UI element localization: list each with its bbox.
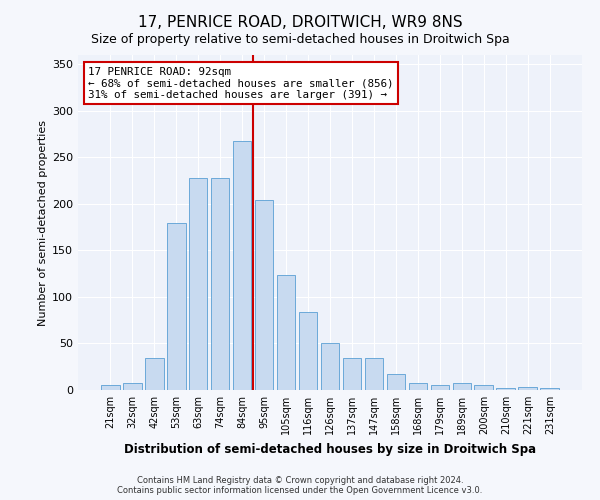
- Bar: [123, 382, 142, 390]
- Text: 17 PENRICE ROAD: 92sqm
← 68% of semi-detached houses are smaller (856)
31% of se: 17 PENRICE ROAD: 92sqm ← 68% of semi-det…: [88, 66, 394, 100]
- Bar: [475, 386, 493, 390]
- Bar: [541, 388, 559, 390]
- Bar: [343, 358, 361, 390]
- Bar: [277, 274, 295, 390]
- Bar: [299, 312, 317, 390]
- Bar: [320, 344, 340, 390]
- Bar: [101, 386, 119, 390]
- X-axis label: Distribution of semi-detached houses by size in Droitwich Spa: Distribution of semi-detached houses by …: [124, 442, 536, 456]
- Bar: [255, 200, 274, 390]
- Bar: [365, 358, 383, 390]
- Bar: [386, 374, 405, 390]
- Bar: [452, 382, 471, 390]
- Y-axis label: Number of semi-detached properties: Number of semi-detached properties: [38, 120, 48, 326]
- Bar: [496, 388, 515, 390]
- Bar: [233, 140, 251, 390]
- Text: Contains HM Land Registry data © Crown copyright and database right 2024.
Contai: Contains HM Land Registry data © Crown c…: [118, 476, 482, 495]
- Bar: [409, 382, 427, 390]
- Bar: [145, 358, 164, 390]
- Text: Size of property relative to semi-detached houses in Droitwich Spa: Size of property relative to semi-detach…: [91, 32, 509, 46]
- Text: 17, PENRICE ROAD, DROITWICH, WR9 8NS: 17, PENRICE ROAD, DROITWICH, WR9 8NS: [137, 15, 463, 30]
- Bar: [211, 178, 229, 390]
- Bar: [431, 386, 449, 390]
- Bar: [189, 178, 208, 390]
- Bar: [167, 222, 185, 390]
- Bar: [518, 387, 537, 390]
